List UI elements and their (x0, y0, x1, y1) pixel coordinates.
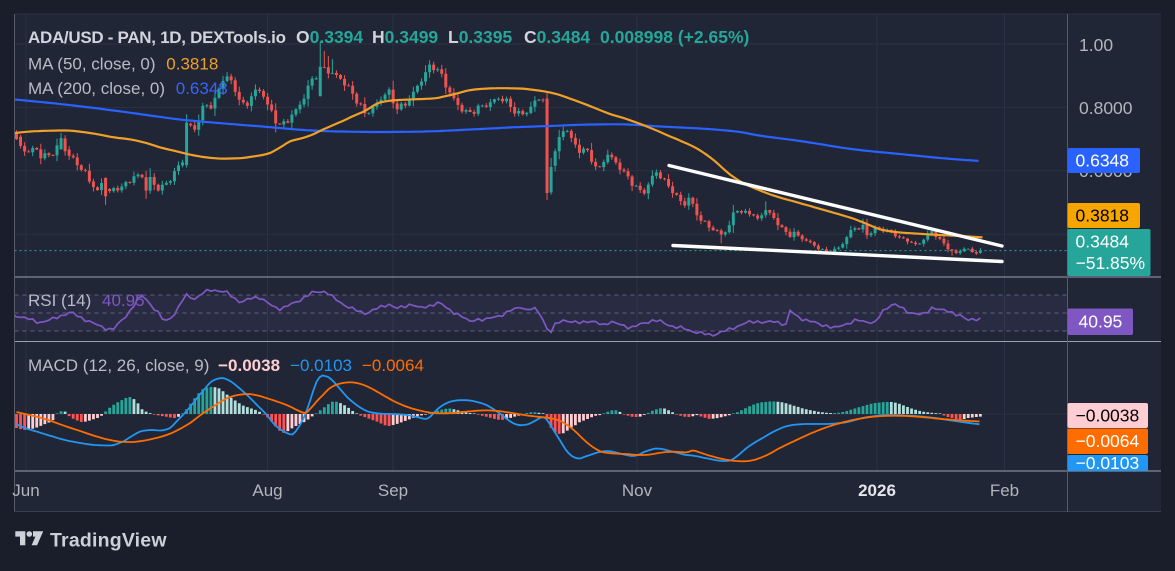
svg-text:0.3484: 0.3484 (1076, 232, 1130, 252)
svg-text:2026: 2026 (858, 481, 896, 500)
svg-text:ADA/USD - PAN, 1D, DEXTools.io: ADA/USD - PAN, 1D, DEXTools.io (28, 28, 286, 47)
svg-text:O0.3394: O0.3394 (296, 27, 363, 47)
svg-text:0.008998 (+2.65%): 0.008998 (+2.65%) (600, 27, 749, 47)
svg-text:−0.0064: −0.0064 (1076, 431, 1140, 451)
svg-text:Feb: Feb (990, 481, 1019, 500)
svg-text:−51.85%: −51.85% (1076, 253, 1146, 273)
svg-text:MA (50, close, 0) 0.3818: MA (50, close, 0) 0.3818 (28, 55, 218, 74)
svg-text:0.8000: 0.8000 (1079, 98, 1133, 118)
svg-text:C0.3484: C0.3484 (524, 27, 590, 47)
svg-text:0.3818: 0.3818 (1076, 205, 1130, 225)
svg-text:Jun: Jun (12, 481, 39, 500)
svg-text:TradingView: TradingView (50, 530, 167, 552)
svg-text:RSI (14) 40.95: RSI (14) 40.95 (28, 291, 145, 310)
svg-text:1.00: 1.00 (1079, 35, 1113, 55)
svg-text:−0.0103: −0.0103 (1076, 453, 1140, 473)
svg-text:40.95: 40.95 (1079, 312, 1123, 332)
svg-text:L0.3395: L0.3395 (448, 27, 512, 47)
svg-text:Aug: Aug (252, 481, 282, 500)
svg-text:H0.3499: H0.3499 (372, 27, 438, 47)
svg-text:Sep: Sep (378, 481, 408, 500)
svg-text:MACD (12, 26, close, 9) −0.003: MACD (12, 26, close, 9) −0.0038 −0.0103 −0… (28, 356, 424, 375)
svg-text:−0.0038: −0.0038 (1076, 405, 1140, 425)
svg-text:0.6348: 0.6348 (1076, 150, 1130, 170)
svg-text:Nov: Nov (622, 481, 653, 500)
svg-text:MA (200, close, 0) 0.6348: MA (200, close, 0) 0.6348 (28, 79, 228, 98)
